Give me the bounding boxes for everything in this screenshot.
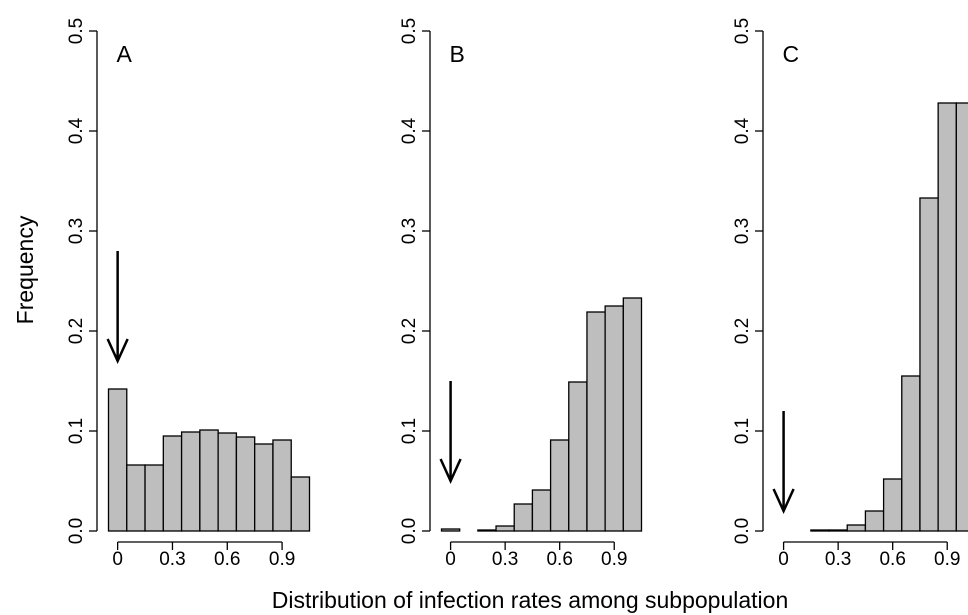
- x-tick-label: 0.3: [492, 549, 518, 570]
- x-tick-label: 0: [778, 549, 789, 570]
- y-tick-label: 0.4: [399, 117, 420, 144]
- histogram-bar: [531, 489, 552, 532]
- arrow-head: [772, 488, 795, 515]
- y-tick-label: 0.5: [66, 18, 87, 44]
- histogram-bar: [180, 431, 201, 532]
- histogram-bar: [199, 429, 219, 532]
- x-tick-label: 0.9: [269, 549, 295, 570]
- panel-label: C: [783, 41, 800, 67]
- histogram-bar: [162, 435, 183, 532]
- y-tick-label: 0.0: [66, 518, 87, 544]
- y-tick-label: 0.3: [66, 218, 87, 244]
- y-tick-label: 0.3: [732, 218, 753, 244]
- histogram-bar: [919, 197, 939, 532]
- histogram-bar: [937, 102, 957, 532]
- y-tick-label: 0.0: [732, 518, 753, 544]
- histogram-bar: [107, 388, 128, 532]
- histogram-bar: [217, 432, 238, 532]
- histogram-bar: [828, 529, 848, 532]
- y-axis-label: Frequency: [12, 215, 38, 324]
- y-tick-label: 0.5: [732, 18, 753, 44]
- y-tick-label: 0.1: [732, 418, 753, 444]
- y-tick-label: 0.4: [732, 117, 753, 144]
- histogram-bar: [254, 443, 274, 532]
- y-tick-label: 0.5: [399, 18, 420, 44]
- histogram-bar: [549, 439, 570, 532]
- histogram-bar: [810, 529, 830, 532]
- x-tick-label: 0.3: [825, 549, 851, 570]
- histogram-bar: [882, 478, 903, 532]
- x-tick-label: 0.3: [159, 549, 185, 570]
- panel-label: A: [117, 41, 133, 67]
- y-tick-label: 0.2: [399, 318, 420, 344]
- y-tick-label: 0.0: [399, 518, 420, 544]
- histogram-bar: [477, 529, 497, 532]
- y-tick-label: 0.3: [399, 218, 420, 244]
- histogram-bar: [864, 510, 885, 532]
- histogram-bar: [568, 381, 588, 532]
- panel-b: 0.0 0.1 0.2 0.3 0.4 0.5 0 0.3 0.6 0.9 B: [399, 18, 643, 570]
- histogram-bar: [495, 525, 515, 532]
- histogram-bar: [622, 297, 643, 532]
- panels-group: 0.00.10.20.30.40.50 0.3 0.6 0.9A0.00.10.20.…: [66, 18, 968, 570]
- x-tick-label: 0: [445, 549, 456, 570]
- x-tick-label: 0.6: [879, 549, 905, 570]
- histogram-bar: [235, 436, 256, 532]
- y-tick-label: 0.4: [66, 117, 87, 144]
- x-tick-label: 0.9: [601, 549, 627, 570]
- histogram-bar: [604, 305, 624, 532]
- panel-label: B: [450, 41, 465, 67]
- y-tick-label: 0.1: [66, 418, 87, 444]
- histogram-bar: [513, 503, 534, 532]
- y-tick-label: 0.1: [399, 418, 420, 444]
- histogram-bar: [272, 439, 292, 532]
- arrow-head: [439, 458, 462, 485]
- x-tick-label: 0.9: [934, 549, 960, 570]
- histogram-bar: [955, 102, 968, 532]
- y-tick-label: 0.2: [732, 318, 753, 344]
- histogram-bar: [440, 528, 461, 532]
- x-axis-label: Distribution of infection rates among su…: [272, 587, 789, 613]
- histogram-bar: [586, 311, 606, 532]
- panel-a: 0.0 0.1 0.2 0.3 0.4 0.5 0 0.3 0.6 0.9 A: [66, 18, 311, 570]
- histogram-bar: [901, 375, 921, 532]
- panel-c: 0.0 0.1 0.2 0.3 0.4 0.5 0 0.3 0.6 0.9 C: [732, 18, 968, 570]
- histogram-bar: [126, 464, 146, 532]
- y-tick-label: 0.2: [66, 318, 87, 344]
- x-tick-label: 0: [112, 549, 123, 570]
- x-tick-label: 0.6: [214, 549, 240, 570]
- arrow-head: [106, 338, 129, 365]
- histogram-bar: [846, 524, 867, 532]
- histogram-bar: [290, 476, 311, 532]
- histogram-bar: [144, 464, 164, 532]
- x-tick-label: 0.6: [546, 549, 572, 570]
